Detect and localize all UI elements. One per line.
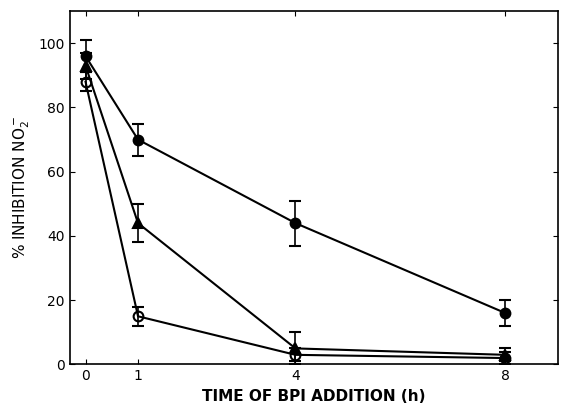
Y-axis label: % INHIBITION NO$_2^-$: % INHIBITION NO$_2^-$ (11, 116, 32, 259)
X-axis label: TIME OF BPI ADDITION (h): TIME OF BPI ADDITION (h) (202, 389, 426, 404)
